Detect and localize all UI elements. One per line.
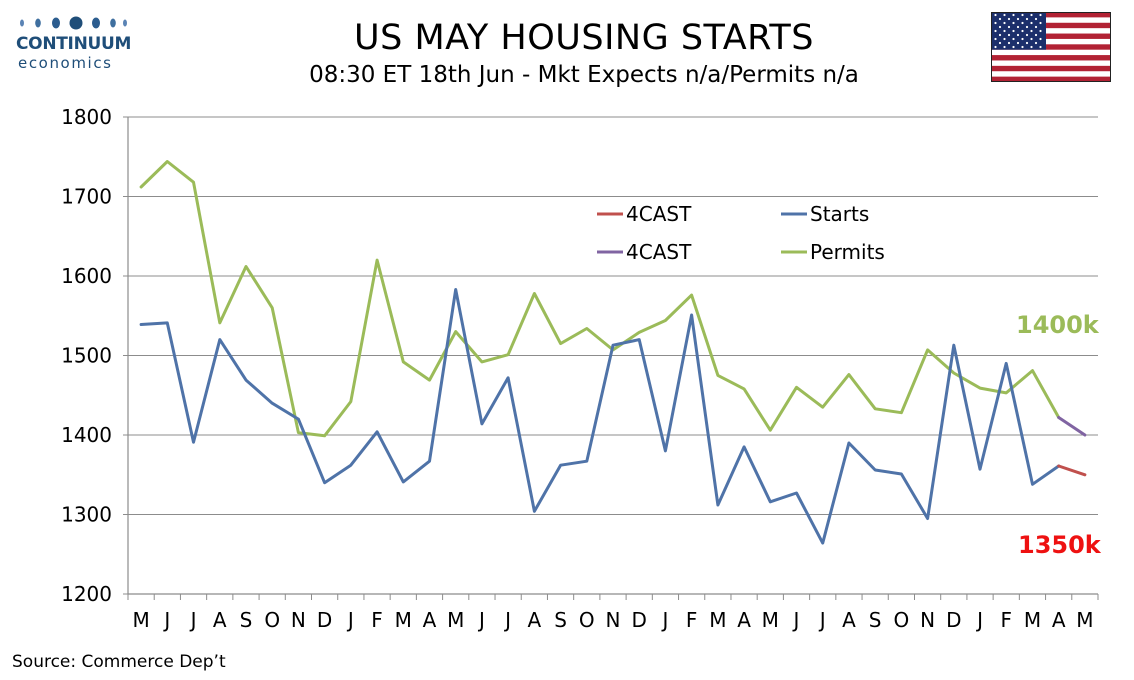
x-tick-label: M — [1076, 608, 1093, 632]
chart-legend: 4CAST Starts 4CAST Permits — [597, 202, 885, 264]
x-tick-label: J — [818, 608, 826, 632]
y-tick-labels: 1200 1300 1400 1500 1600 1700 1800 — [61, 105, 112, 606]
x-tick-label: J — [975, 608, 983, 632]
x-tick-label: F — [1000, 608, 1012, 632]
x-tick-label: J — [503, 608, 511, 632]
page-title: US MAY HOUSING STARTS — [353, 18, 815, 58]
x-tick-label: S — [554, 608, 567, 632]
x-tick-label: J — [346, 608, 354, 632]
x-tick-label: J — [660, 608, 668, 632]
y-tick-label: 1500 — [61, 344, 112, 368]
forecast-value-label: 1400k — [1016, 311, 1100, 339]
source-note: Source: Commerce Dep’t — [12, 652, 226, 672]
x-tick-label: N — [606, 608, 621, 632]
x-tick-label: A — [737, 608, 751, 632]
x-tick-label: N — [291, 608, 306, 632]
x-tick-label: M — [395, 608, 412, 632]
us-flag-icon — [991, 12, 1111, 82]
x-tick-label: J — [792, 608, 800, 632]
x-tick-label: A — [1052, 608, 1066, 632]
y-tick-label: 1400 — [61, 423, 112, 447]
legend-label: Starts — [810, 202, 869, 226]
logo-subtitle: economics — [18, 54, 113, 72]
chart-series — [139, 160, 1087, 545]
x-tick-label: D — [632, 608, 647, 632]
chart-axes — [123, 116, 1099, 600]
series-line-starts-0 — [139, 288, 1061, 545]
logo-dots-icon — [20, 16, 127, 30]
y-tick-label: 1200 — [61, 582, 112, 606]
y-tick-label: 1800 — [61, 105, 112, 129]
y-tick-label: 1600 — [61, 264, 112, 288]
legend-label: 4CAST — [626, 202, 692, 226]
logo-name: CONTINUUM — [16, 34, 132, 54]
series-line-permits-1 — [139, 160, 1061, 438]
x-tick-label: D — [946, 608, 961, 632]
x-tick-label: J — [189, 608, 197, 632]
page-subtitle: 08:30 ET 18th Jun - Mkt Expects n/a/Perm… — [309, 62, 859, 88]
x-tick-label: A — [842, 608, 856, 632]
x-tick-label: F — [371, 608, 383, 632]
x-tick-label: M — [762, 608, 779, 632]
x-tick-label: M — [709, 608, 726, 632]
x-tick-label: J — [477, 608, 485, 632]
x-tick-label: A — [528, 608, 542, 632]
x-tick-label: S — [240, 608, 253, 632]
x-tick-label: O — [894, 608, 910, 632]
x-tick-label: J — [162, 608, 170, 632]
x-tick-label: A — [423, 608, 437, 632]
x-tick-label: M — [447, 608, 464, 632]
x-tick-label: S — [869, 608, 882, 632]
series-line-4cast-3 — [1057, 416, 1087, 437]
x-tick-label: F — [686, 608, 698, 632]
x-tick-label: O — [579, 608, 595, 632]
x-tick-label: O — [264, 608, 280, 632]
x-tick-label: M — [132, 608, 149, 632]
x-tick-label: M — [1024, 608, 1041, 632]
y-tick-label: 1300 — [61, 503, 112, 527]
continuum-economics-logo: CONTINUUM economics — [12, 14, 137, 74]
x-tick-label: A — [213, 608, 227, 632]
y-tick-label: 1700 — [61, 185, 112, 209]
x-tick-label: D — [317, 608, 332, 632]
chart-annotations: 1400k 1350k — [1016, 311, 1102, 559]
x-tick-label: N — [920, 608, 935, 632]
legend-label: 4CAST — [626, 240, 692, 264]
series-line-4cast-2 — [1057, 464, 1087, 477]
legend-label: Permits — [810, 240, 885, 264]
forecast-value-label: 1350k — [1018, 531, 1102, 559]
